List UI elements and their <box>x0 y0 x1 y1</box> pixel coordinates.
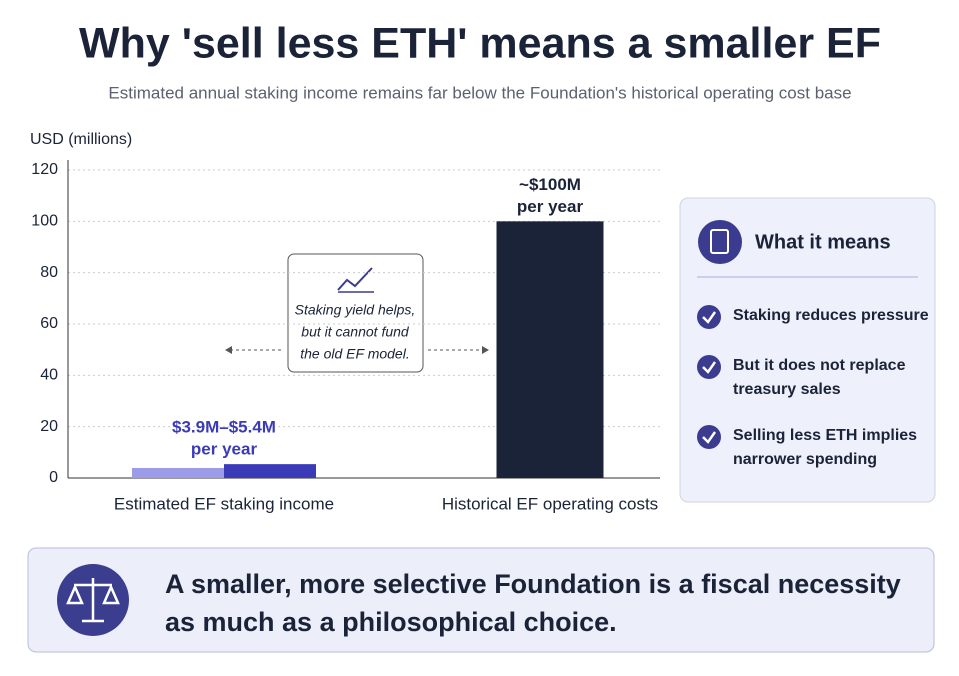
value-label: $3.9M–$5.4M <box>172 418 276 437</box>
panel-item: treasury sales <box>733 381 841 398</box>
value-label: per year <box>191 440 258 459</box>
subtitle: Estimated annual staking income remains … <box>108 83 851 102</box>
check-mark <box>702 361 717 374</box>
y-tick-label: 0 <box>49 469 58 486</box>
annotation: Staking yield helps, <box>295 302 416 318</box>
y-tick-label: 100 <box>31 213 58 230</box>
trend-icon <box>337 267 373 291</box>
value-label: ~$100M <box>519 175 581 194</box>
banner <box>27 547 935 653</box>
panel-item: But it does not replace <box>733 357 906 374</box>
doc-icon <box>698 220 742 264</box>
x-tick-label: Estimated EF staking income <box>114 494 334 513</box>
annotation-box <box>287 253 424 373</box>
scale-glyph <box>66 578 120 623</box>
y-tick-label: 40 <box>40 367 58 384</box>
y-tick-label: 120 <box>31 161 58 178</box>
check-mark <box>702 311 717 324</box>
y-tick-label: 20 <box>40 418 58 435</box>
value-label: per year <box>517 197 584 216</box>
check-icon <box>697 425 721 449</box>
panel-item: narrower spending <box>733 451 877 468</box>
panel-item: Selling less ETH implies <box>733 427 917 444</box>
panel-heading: What it means <box>755 231 891 253</box>
arrowhead <box>225 346 232 354</box>
check-icon <box>697 355 721 379</box>
panel-item: Staking reduces pressure <box>733 307 929 324</box>
title: Why 'sell less ETH' means a smaller EF <box>79 19 881 67</box>
bar-high <box>224 464 316 478</box>
side-panel <box>679 197 936 503</box>
bar <box>496 221 604 479</box>
doc-icon-glyph <box>710 229 729 254</box>
y-axis-label: USD (millions) <box>30 131 132 148</box>
x-tick-label: Historical EF operating costs <box>442 494 658 513</box>
annotation: the old EF model. <box>300 346 409 362</box>
y-tick-label: 80 <box>40 264 58 281</box>
annotation: but it cannot fund <box>301 324 410 340</box>
banner-text: A smaller, more selective Foundation is … <box>165 569 901 599</box>
check-mark <box>702 431 717 444</box>
check-icon <box>697 305 721 329</box>
arrowhead <box>482 346 489 354</box>
bar-low <box>132 467 224 478</box>
banner-text: as much as a philosophical choice. <box>165 607 617 637</box>
y-tick-label: 60 <box>40 315 58 332</box>
